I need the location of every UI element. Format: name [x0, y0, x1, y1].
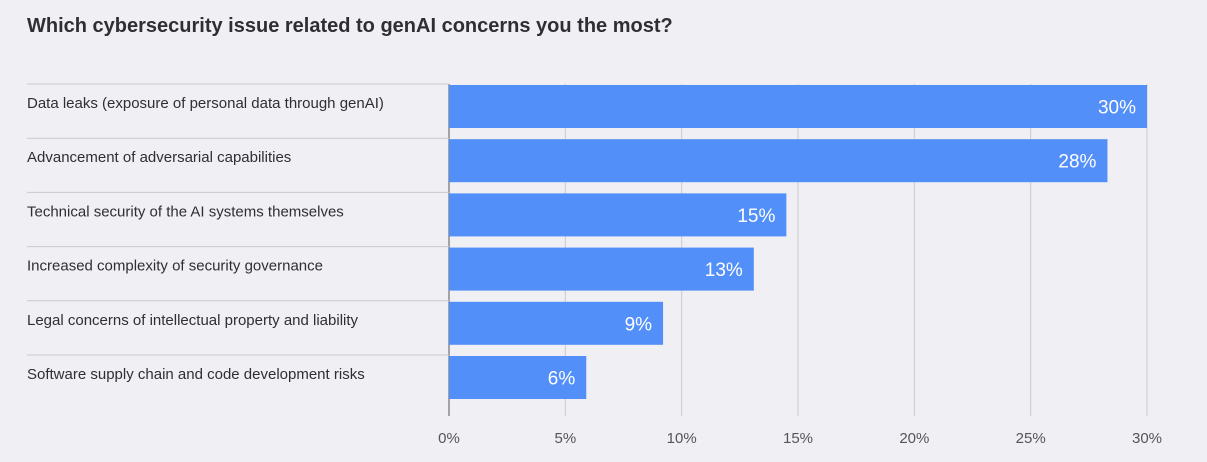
- category-label: Advancement of adversarial capabilities: [27, 149, 291, 166]
- bar: [449, 193, 787, 237]
- bar: [449, 247, 754, 291]
- bar: [449, 85, 1147, 128]
- bar-value-label: 6%: [548, 369, 576, 390]
- bar-value-label: 9%: [625, 314, 653, 335]
- bar: [449, 356, 587, 399]
- bar: [449, 139, 1108, 183]
- bar-value-label: 13%: [705, 260, 743, 281]
- row-separators: [27, 83, 449, 356]
- category-label: Increased complexity of security governa…: [27, 258, 323, 275]
- bar-value-label: 30%: [1098, 98, 1136, 119]
- x-tick-label: 0%: [438, 430, 460, 447]
- category-label: Software supply chain and code developme…: [27, 366, 365, 383]
- x-tick-label: 20%: [899, 430, 929, 447]
- x-tick-label: 30%: [1132, 430, 1162, 447]
- bar-value-label: 15%: [737, 206, 775, 227]
- bar: [449, 301, 664, 345]
- category-label: Legal concerns of intellectual property …: [27, 312, 359, 329]
- category-label: Technical security of the AI systems the…: [27, 203, 344, 220]
- x-tick-label: 15%: [783, 430, 813, 447]
- x-tick-label: 25%: [1016, 430, 1046, 447]
- bar-value-label: 28%: [1058, 152, 1096, 173]
- x-axis-ticks: 0% 5% 10% 15% 20% 25% 30%: [438, 430, 1162, 447]
- x-tick-label: 10%: [667, 430, 697, 447]
- bars: 30% 28% 15% 13% 9% 6%: [449, 85, 1147, 399]
- category-label: Data leaks (exposure of personal data th…: [27, 95, 384, 112]
- x-tick-label: 5%: [554, 430, 576, 447]
- chart-title: Which cybersecurity issue related to gen…: [27, 15, 673, 37]
- category-labels: Data leaks (exposure of personal data th…: [27, 95, 384, 383]
